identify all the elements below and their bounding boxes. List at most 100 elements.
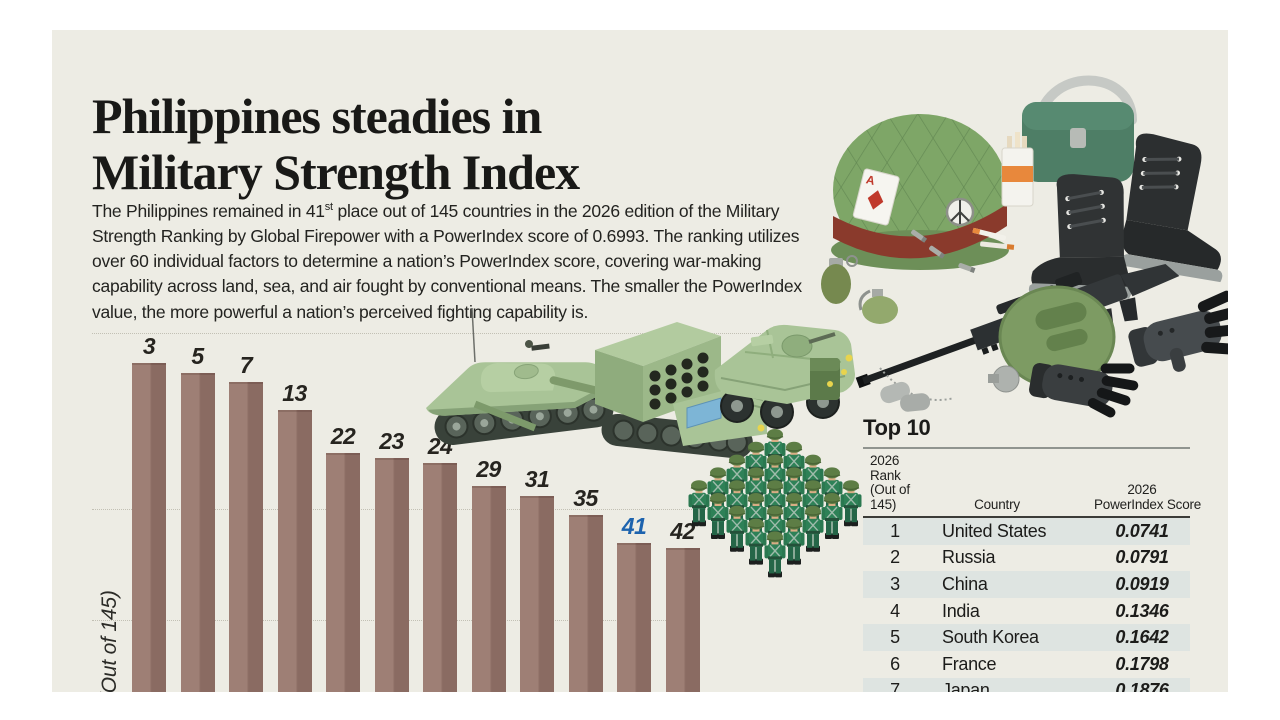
bullets-icon [911,229,1056,364]
soldier-icon [782,492,806,540]
ordinal-superscript: st [324,200,333,213]
country-cell: United States [942,520,1047,541]
playing-card-icon: A [852,168,900,226]
soldier-icon [763,428,787,476]
rifle-icon [855,264,1180,389]
rank-label: 23 [379,427,404,454]
grenade-icon [821,255,898,324]
ammo-box-icon [810,358,840,400]
rank-bar [277,410,312,692]
soldier-icon [782,517,806,566]
rank-bar [471,486,506,692]
rank-bar [132,363,166,692]
dog-tags-icon [879,367,955,412]
soldier-icon [839,479,863,527]
philippines-rank-label: 41 [621,513,647,540]
rank-bar [374,457,409,692]
table-row: 1 United States 0.0741 [863,518,1190,545]
svg-text:A: A [865,172,877,188]
rank-bar [180,372,215,692]
rank-bar [665,547,700,692]
soldier-icon [706,466,730,515]
soldier-icon [763,453,787,502]
score-cell: 0.0741 [1115,520,1169,541]
chart-gridline-mid [92,509,752,510]
intro-text-start: The Philippines remained in 41 [92,200,325,221]
intro-text-rest: place out of 145 countries in the 2026 e… [92,200,802,322]
rocket-launcher-icon [473,322,767,459]
soldier-icon [763,505,787,553]
column-header-rank: 2026 Rank (Out of 145) [870,453,910,512]
rank-cell: 6 [890,653,900,674]
combat-boots-icon [1028,133,1223,299]
chart-top-rule [92,333,837,334]
rank-bar [568,514,603,692]
rank-label: 13 [282,380,307,407]
table-row: 6 France 0.1798 [863,651,1190,678]
gloves-icon [1029,290,1228,418]
rank-label: 35 [573,484,598,511]
cigarette-pack-icon [972,132,1034,250]
table-row: 2 Russia 0.0791 [863,545,1190,572]
rank-label: 5 [191,342,204,369]
rank-cell: 1 [890,520,900,541]
infographic-canvas: Philippines steadies in Military Strength… [52,30,1228,692]
table-row: 3 China 0.0919 [863,571,1190,598]
soldier-icon [801,453,825,502]
table-title-rule [863,447,1190,449]
soldier-icon [744,441,768,489]
rank-bar [423,462,457,692]
score-cell: 0.1798 [1115,653,1169,674]
headline-line2: Military Strength Index [92,143,580,200]
score-cell: 0.0791 [1115,547,1169,568]
peace-badge-icon [945,197,975,227]
soldier-icon [801,479,825,527]
chart-y-axis-label: (Out of 145) [98,590,121,692]
table-row: 5 South Korea 0.1642 [863,624,1190,651]
soldier-icon [763,530,787,579]
country-cell: India [942,600,980,621]
rank-label: 29 [476,456,501,483]
rank-cell: 3 [890,573,900,594]
page-title: Philippines steadies in Military Strength… [92,88,812,200]
country-cell: France [942,653,997,674]
score-cell: 0.1876 [1115,680,1169,692]
table-row: 7 Japan 0.1876 [863,677,1190,692]
table-header: 2026 Rank (Out of 145) Country 2026 PowerI… [863,449,1202,516]
column-header-score: 2026 PowerIndex Score [1094,482,1202,512]
score-cell: 0.1642 [1115,627,1169,648]
soldier-icon [725,479,749,527]
table-title: Top 10 [863,415,931,440]
rank-label: 7 [239,351,253,378]
rank-label: 31 [524,465,550,492]
rank-label: 42 [670,517,695,544]
soldier-icon [725,453,749,502]
rank-label: 3 [142,333,156,360]
rank-bar [520,495,554,692]
soldier-icon [744,492,768,540]
table-body: 1 United States 0.0741 2 Russia 0.0791 3 China 0… [863,518,1190,692]
soldier-icon [744,517,768,566]
rank-label: 22 [330,423,356,450]
country-cell: Japan [942,680,990,692]
soldier-icon [801,505,825,553]
rank-cell: 5 [890,627,900,648]
rank-cell: 4 [890,600,900,621]
country-cell: China [942,573,988,594]
table-header-rule [863,516,1190,518]
headline-line1: Philippines steadies in [92,87,542,144]
helmet-icon: A [831,114,1009,270]
intro-paragraph: The Philippines remained in 41st place o… [92,195,806,325]
score-cell: 0.1346 [1115,600,1169,621]
tank-icon [426,307,653,445]
rank-bar [617,543,651,692]
soldier-icon [820,466,844,515]
military-gear-illustration: A [810,75,1228,418]
rank-cell: 7 [890,680,900,692]
soldier-icon [763,479,787,527]
country-cell: South Korea [942,627,1039,648]
soldier-icon [744,466,768,515]
column-header-country: Country [974,496,1020,512]
soldier-icon [725,505,749,553]
rank-bar [229,381,263,692]
